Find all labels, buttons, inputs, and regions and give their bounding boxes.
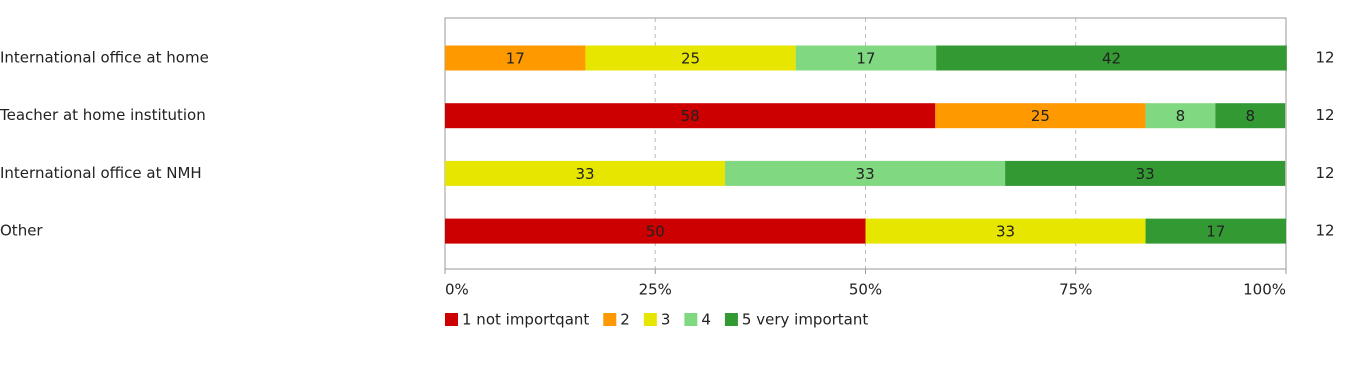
legend-swatch bbox=[603, 313, 617, 326]
bar-segment bbox=[936, 45, 1287, 71]
category-label: International office at NMH bbox=[0, 164, 202, 182]
bar-segment bbox=[445, 160, 726, 186]
value-label: 58 bbox=[681, 107, 700, 125]
bar-segment bbox=[1005, 160, 1286, 186]
legend-swatch bbox=[445, 313, 458, 326]
bar-segment bbox=[1145, 103, 1216, 129]
value-label: 33 bbox=[996, 223, 1015, 241]
value-label: 33 bbox=[1136, 165, 1155, 183]
bar-segment bbox=[445, 103, 936, 129]
value-label: 33 bbox=[575, 165, 594, 183]
x-tick-label: 25% bbox=[639, 281, 672, 299]
value-label: 33 bbox=[856, 165, 875, 183]
value-label: 17 bbox=[856, 50, 875, 68]
value-label: 8 bbox=[1176, 107, 1186, 125]
bar-segment bbox=[935, 103, 1146, 129]
n-label: 12 bbox=[1315, 106, 1334, 124]
value-label: 42 bbox=[1102, 50, 1121, 68]
value-label: 8 bbox=[1245, 107, 1255, 125]
bar-segment bbox=[1145, 218, 1286, 244]
plot-border bbox=[444, 17, 1287, 270]
n-label: 12 bbox=[1315, 49, 1334, 67]
legend-label: 3 bbox=[661, 311, 671, 329]
x-tick-label: 100% bbox=[1243, 281, 1286, 299]
bar-segment bbox=[445, 218, 866, 244]
category-label: International office at home bbox=[0, 49, 209, 67]
legend-swatch bbox=[724, 313, 738, 326]
value-label: 50 bbox=[646, 223, 665, 241]
legend-label: 2 bbox=[620, 311, 630, 329]
legend-label: 4 bbox=[701, 311, 711, 329]
n-label: 12 bbox=[1315, 222, 1334, 240]
category-label: Teacher at home institution bbox=[0, 106, 206, 124]
value-label: 25 bbox=[681, 50, 700, 68]
value-label: 25 bbox=[1031, 107, 1050, 125]
bar-segment bbox=[445, 45, 586, 71]
value-label: 17 bbox=[506, 50, 525, 68]
bar-segment bbox=[725, 160, 1006, 186]
category-label: Other bbox=[0, 222, 43, 240]
bar-segment bbox=[585, 45, 796, 71]
value-label: 17 bbox=[1206, 223, 1225, 241]
bar-segment bbox=[865, 218, 1146, 244]
legend-label: 1 not importqant bbox=[462, 311, 589, 329]
bar-segment bbox=[795, 45, 937, 71]
bar-segment bbox=[1215, 103, 1286, 129]
legend-swatch bbox=[684, 313, 698, 326]
legend-label: 5 very important bbox=[742, 311, 868, 329]
legend-swatch bbox=[643, 313, 657, 326]
x-tick-label: 0% bbox=[445, 281, 469, 299]
n-label: 12 bbox=[1315, 164, 1334, 182]
x-tick-label: 75% bbox=[1059, 281, 1092, 299]
x-tick-label: 50% bbox=[849, 281, 882, 299]
